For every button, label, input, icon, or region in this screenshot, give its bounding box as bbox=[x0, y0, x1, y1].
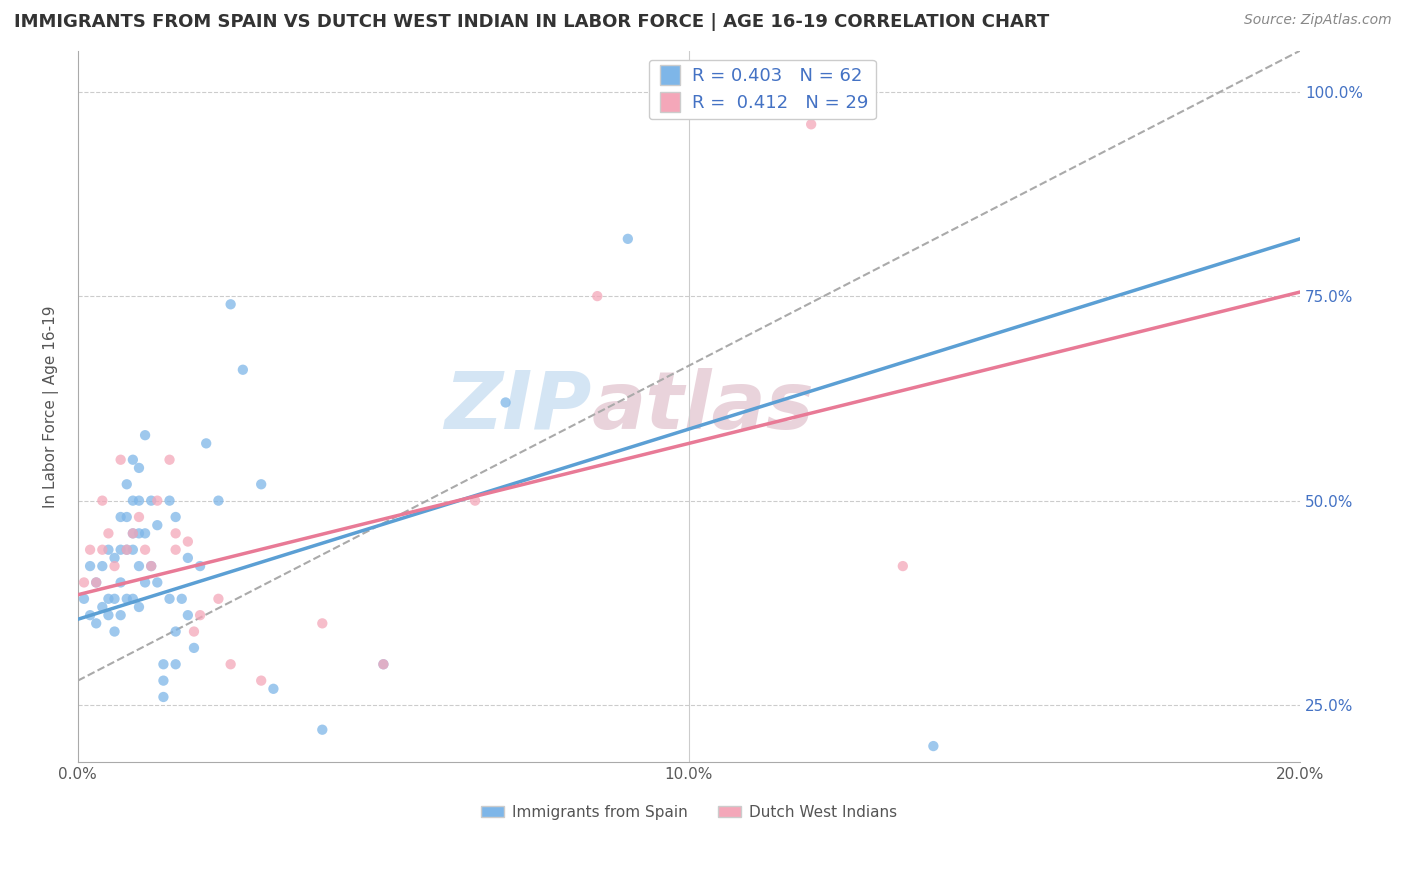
Point bbox=[97, 591, 120, 606]
Point bbox=[159, 452, 181, 467]
Point bbox=[141, 559, 163, 574]
Point bbox=[152, 657, 174, 672]
Point bbox=[91, 542, 114, 557]
Point bbox=[110, 452, 132, 467]
Text: IMMIGRANTS FROM SPAIN VS DUTCH WEST INDIAN IN LABOR FORCE | AGE 16-19 CORRELATIO: IMMIGRANTS FROM SPAIN VS DUTCH WEST INDI… bbox=[14, 13, 1049, 31]
Point bbox=[159, 591, 181, 606]
Point bbox=[891, 559, 914, 574]
Point bbox=[250, 673, 273, 688]
Point bbox=[373, 657, 395, 672]
Point bbox=[103, 550, 125, 565]
Point bbox=[262, 681, 284, 696]
Point bbox=[177, 608, 200, 623]
Point bbox=[91, 559, 114, 574]
Point bbox=[495, 395, 517, 409]
Point bbox=[250, 477, 273, 491]
Point bbox=[97, 608, 120, 623]
Point bbox=[311, 723, 333, 737]
Point bbox=[177, 534, 200, 549]
Point bbox=[84, 575, 107, 590]
Point bbox=[115, 542, 138, 557]
Point bbox=[617, 232, 640, 246]
Point bbox=[121, 452, 143, 467]
Point bbox=[128, 461, 150, 475]
Point bbox=[232, 363, 254, 377]
Point bbox=[84, 616, 107, 631]
Point bbox=[134, 542, 156, 557]
Point bbox=[115, 477, 138, 491]
Text: Source: ZipAtlas.com: Source: ZipAtlas.com bbox=[1244, 13, 1392, 28]
Point bbox=[73, 575, 96, 590]
Point bbox=[146, 575, 169, 590]
Point bbox=[165, 526, 187, 541]
Point bbox=[922, 739, 945, 753]
Point bbox=[128, 599, 150, 614]
Point bbox=[110, 575, 132, 590]
Point bbox=[84, 575, 107, 590]
Point bbox=[128, 559, 150, 574]
Point bbox=[79, 608, 101, 623]
Point bbox=[79, 542, 101, 557]
Point bbox=[183, 624, 205, 639]
Point bbox=[91, 599, 114, 614]
Point bbox=[165, 542, 187, 557]
Point bbox=[134, 428, 156, 442]
Point bbox=[103, 624, 125, 639]
Point bbox=[73, 591, 96, 606]
Point bbox=[115, 510, 138, 524]
Point bbox=[165, 624, 187, 639]
Point bbox=[146, 518, 169, 533]
Point bbox=[152, 673, 174, 688]
Point bbox=[183, 640, 205, 655]
Point bbox=[373, 657, 395, 672]
Point bbox=[800, 117, 823, 131]
Point bbox=[188, 559, 211, 574]
Point bbox=[110, 542, 132, 557]
Point bbox=[188, 608, 211, 623]
Point bbox=[121, 591, 143, 606]
Point bbox=[159, 493, 181, 508]
Point bbox=[311, 616, 333, 631]
Point bbox=[134, 575, 156, 590]
Point bbox=[97, 526, 120, 541]
Point bbox=[97, 542, 120, 557]
Text: ZIP: ZIP bbox=[444, 368, 591, 446]
Point bbox=[152, 690, 174, 704]
Point bbox=[177, 550, 200, 565]
Point bbox=[110, 510, 132, 524]
Point bbox=[134, 526, 156, 541]
Point bbox=[121, 526, 143, 541]
Point bbox=[586, 289, 609, 303]
Point bbox=[103, 559, 125, 574]
Point bbox=[121, 542, 143, 557]
Point bbox=[91, 493, 114, 508]
Point bbox=[103, 591, 125, 606]
Point bbox=[165, 657, 187, 672]
Point bbox=[146, 493, 169, 508]
Point bbox=[195, 436, 218, 450]
Point bbox=[207, 591, 229, 606]
Point bbox=[110, 608, 132, 623]
Point bbox=[207, 493, 229, 508]
Point bbox=[128, 510, 150, 524]
Point bbox=[464, 493, 486, 508]
Point bbox=[115, 591, 138, 606]
Point bbox=[121, 526, 143, 541]
Text: atlas: atlas bbox=[591, 368, 814, 446]
Point bbox=[141, 493, 163, 508]
Legend: Immigrants from Spain, Dutch West Indians: Immigrants from Spain, Dutch West Indian… bbox=[475, 798, 903, 826]
Point bbox=[170, 591, 193, 606]
Point bbox=[128, 493, 150, 508]
Point bbox=[165, 510, 187, 524]
Y-axis label: In Labor Force | Age 16-19: In Labor Force | Age 16-19 bbox=[44, 305, 59, 508]
Point bbox=[128, 526, 150, 541]
Point bbox=[219, 297, 242, 311]
Point bbox=[79, 559, 101, 574]
Point bbox=[115, 542, 138, 557]
Point bbox=[141, 559, 163, 574]
Point bbox=[121, 493, 143, 508]
Point bbox=[219, 657, 242, 672]
